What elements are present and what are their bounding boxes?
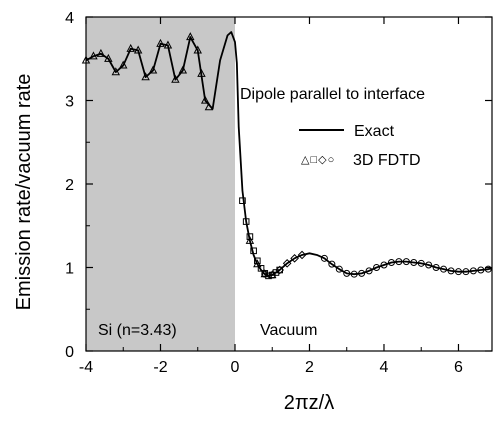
y-tick-label-3: 3 — [65, 94, 74, 111]
fdtd-diamond-point — [282, 259, 292, 268]
fdtd-diamond-point — [297, 250, 307, 260]
fdtd-circle-point — [268, 271, 276, 279]
fdtd-circle-point — [395, 258, 403, 266]
fdtd-circle-point — [373, 264, 381, 271]
fdtd-triangle-point — [89, 51, 98, 60]
fdtd-diamond-point — [275, 265, 284, 275]
fdtd-circle-point — [261, 270, 269, 278]
y-tick-label-2: 2 — [65, 177, 74, 194]
fdtd-circle-point — [328, 260, 336, 268]
y-tick-label-0: 0 — [65, 344, 74, 361]
y-tick-label-4: 4 — [65, 10, 74, 27]
fdtd-triangle-point — [111, 67, 121, 76]
legend-fdtd-label: 3D FDTD — [353, 152, 421, 169]
fdtd-square-point — [242, 218, 250, 225]
legend-exact-label: Exact — [354, 123, 395, 140]
fdtd-square-point — [276, 266, 283, 274]
fdtd-square-point — [257, 265, 265, 272]
fdtd-triangle-point — [193, 45, 202, 54]
fdtd-square-point — [265, 272, 272, 280]
fdtd-circle-point — [447, 267, 455, 275]
x-tick-label-0: -4 — [79, 359, 93, 376]
x-tick-label-3: 2 — [305, 359, 314, 376]
fdtd-triangle-point — [200, 95, 210, 104]
x-tick-label-4: 4 — [380, 359, 389, 376]
fdtd-circle-point — [425, 261, 433, 269]
fdtd-circle-point — [432, 264, 440, 271]
fdtd-circle-point — [469, 267, 477, 275]
fdtd-triangle-point — [186, 32, 195, 41]
x-tick-label-5: 6 — [454, 359, 463, 376]
fdtd-triangle-point — [148, 65, 158, 74]
fdtd-circle-point — [410, 258, 418, 266]
fdtd-circle-point — [343, 269, 351, 277]
x-axis-label: 2πz/λ — [284, 392, 334, 414]
fdtd-square-point — [250, 247, 257, 255]
fdtd-circle-point — [350, 270, 358, 278]
fdtd-circle-point — [462, 268, 470, 276]
fdtd-circle-point — [358, 269, 366, 277]
fdtd-circle-point — [365, 267, 373, 275]
x-tick-label-2: 0 — [231, 359, 240, 376]
fdtd-triangle-point — [204, 102, 214, 111]
fdtd-square-point — [254, 257, 261, 265]
fdtd-triangle-point — [156, 38, 165, 47]
fdtd-triangle-point — [178, 65, 188, 74]
fdtd-triangle-point — [96, 48, 106, 57]
fdtd-triangle-point — [119, 60, 128, 69]
fdtd-diamond-point — [290, 254, 299, 263]
dipole-annotation: Dipole parallel to interface — [240, 86, 425, 103]
fdtd-circle-point — [380, 261, 388, 269]
fdtd-circle-point — [454, 268, 462, 276]
fdtd-circle-point — [477, 266, 485, 274]
vacuum-region-label: Vacuum — [260, 322, 318, 339]
fdtd-circle-point — [387, 258, 395, 266]
fdtd-triangle-point — [133, 45, 143, 54]
silicon-region-label: Si (n=3.43) — [98, 322, 177, 339]
fdtd-square-point — [239, 197, 246, 204]
fdtd-square-point — [246, 233, 254, 240]
fdtd-circle-point — [402, 258, 410, 266]
fdtd-circle-point — [484, 265, 492, 273]
fdtd-triangle-point — [104, 53, 113, 62]
x-tick-label-1: -2 — [153, 359, 167, 376]
fdtd-triangle-point — [141, 72, 150, 81]
silicon-shaded-region — [86, 17, 235, 351]
fdtd-triangle-point — [126, 43, 135, 52]
fdtd-triangle-point — [245, 235, 255, 244]
fdtd-circle-point — [440, 265, 448, 273]
fdtd-triangle-point — [163, 40, 173, 49]
y-axis-label: Emission rate/vacuum rate — [13, 74, 35, 311]
y-tick-label-1: 1 — [65, 261, 74, 278]
fdtd-triangle-point — [171, 74, 180, 83]
fdtd-circle-point — [320, 254, 328, 262]
fdtd-triangle-point — [197, 68, 206, 77]
fdtd-circle-point — [417, 259, 425, 267]
fdtd-circle-point — [335, 265, 343, 273]
legend-fdtd-symbols: △□◇○ — [301, 154, 335, 166]
